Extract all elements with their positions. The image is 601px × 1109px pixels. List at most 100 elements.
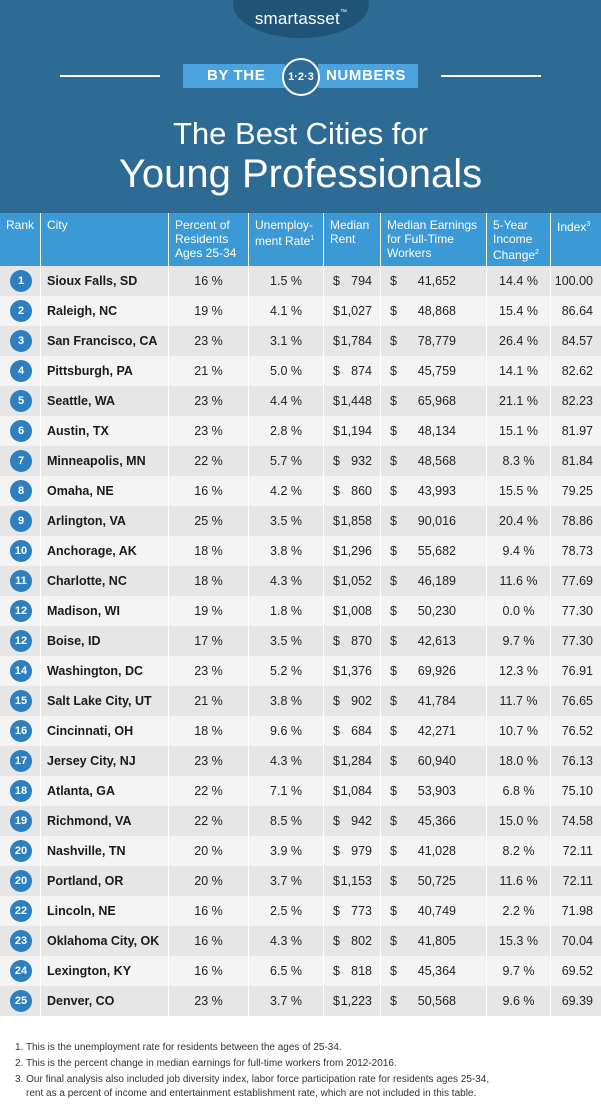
earnings-value: 40,749 [417, 904, 456, 918]
earnings-cell: $78,779 [380, 326, 486, 356]
column-header: Unemploy-ment Rate1 [248, 213, 323, 266]
earnings-cell: $46,189 [380, 566, 486, 596]
rent-cell: $1,194 [323, 416, 380, 446]
index-cell: 75.10 [550, 776, 601, 806]
earnings-value: 53,903 [417, 784, 456, 798]
earnings-value: 55,682 [417, 544, 456, 558]
rank-cell: 22 [0, 896, 40, 926]
currency-symbol: $ [390, 454, 397, 468]
percent-young-cell: 20 % [168, 836, 248, 866]
currency-symbol: $ [333, 844, 340, 858]
percent-young-cell: 22 % [168, 776, 248, 806]
percent-young-cell: 16 % [168, 956, 248, 986]
rank-cell: 24 [0, 956, 40, 986]
footnote-line: 3. Our final analysis also included job … [15, 1074, 595, 1086]
rank-cell: 14 [0, 656, 40, 686]
earnings-cell: $50,230 [380, 596, 486, 626]
rent-value: 860 [351, 484, 372, 498]
earnings-cell: $45,366 [380, 806, 486, 836]
table-header: Rank City Percent of Residents Ages 25-34 U… [0, 213, 601, 266]
unemployment-cell: 4.1 % [248, 296, 323, 326]
currency-symbol: $ [390, 754, 397, 768]
percent-young-cell: 23 % [168, 986, 248, 1016]
table-row: 1 Sioux Falls, SD 16 % 1.5 % $794 $41,652 14.4… [0, 266, 601, 296]
rent-value: 802 [351, 934, 372, 948]
table-row: 4 Pittsburgh, PA 21 % 5.0 % $874 $45,759 14.1 … [0, 356, 601, 386]
rent-cell: $1,284 [323, 746, 380, 776]
rank-badge: 22 [10, 900, 32, 922]
column-header: Median Rent [323, 213, 380, 266]
rent-cell: $1,858 [323, 506, 380, 536]
rent-value: 1,376 [340, 664, 372, 678]
rank-cell: 5 [0, 386, 40, 416]
footnote-line: 1. This is the unemployment rate for res… [15, 1042, 595, 1054]
rank-cell: 17 [0, 746, 40, 776]
income-change-cell: 15.5 % [486, 476, 550, 506]
percent-young-cell: 22 % [168, 446, 248, 476]
rank-badge: 4 [10, 360, 32, 382]
earnings-cell: $48,568 [380, 446, 486, 476]
income-change-cell: 6.8 % [486, 776, 550, 806]
rank-cell: 12 [0, 596, 40, 626]
currency-symbol: $ [390, 994, 397, 1008]
unemployment-cell: 6.5 % [248, 956, 323, 986]
percent-young-cell: 18 % [168, 566, 248, 596]
currency-symbol: $ [333, 814, 340, 828]
footnote-text: This is the percent change in median ear… [25, 1058, 397, 1069]
rent-cell: $1,376 [323, 656, 380, 686]
table-row: 14 Washington, DC 23 % 5.2 % $1,376 $69,926 12… [0, 656, 601, 686]
unemployment-cell: 4.2 % [248, 476, 323, 506]
city-cell: Seattle, WA [40, 386, 168, 416]
rent-cell: $794 [323, 266, 380, 296]
income-change-cell: 9.4 % [486, 536, 550, 566]
rent-cell: $874 [323, 356, 380, 386]
rank-badge: 18 [10, 780, 32, 802]
index-cell: 77.69 [550, 566, 601, 596]
table-row: 23 Oklahoma City, OK 16 % 4.3 % $802 $41,805 1… [0, 926, 601, 956]
rank-badge: 20 [10, 870, 32, 892]
rent-cell: $818 [323, 956, 380, 986]
rent-value: 684 [351, 724, 372, 738]
footnote-number: 1. [15, 1042, 26, 1053]
city-cell: Arlington, VA [40, 506, 168, 536]
currency-symbol: $ [333, 484, 340, 498]
rent-cell: $1,784 [323, 326, 380, 356]
city-cell: Lexington, KY [40, 956, 168, 986]
rank-badge: 23 [10, 930, 32, 952]
divider-right [441, 75, 541, 77]
rent-value: 1,153 [340, 874, 372, 888]
earnings-value: 45,759 [417, 364, 456, 378]
index-cell: 82.23 [550, 386, 601, 416]
unemployment-cell: 3.7 % [248, 866, 323, 896]
index-cell: 84.57 [550, 326, 601, 356]
column-header-label: Percent of Residents Ages 25-34 [175, 218, 237, 260]
income-change-cell: 9.6 % [486, 986, 550, 1016]
footnote-marker: 3 [586, 221, 591, 228]
rank-badge: 9 [10, 510, 32, 532]
income-change-cell: 11.6 % [486, 866, 550, 896]
rent-value: 1,223 [340, 994, 372, 1008]
earnings-value: 48,868 [417, 304, 456, 318]
earnings-cell: $41,784 [380, 686, 486, 716]
earnings-value: 41,652 [417, 274, 456, 288]
rank-cell: 4 [0, 356, 40, 386]
footnote-number: 3. [15, 1074, 27, 1085]
index-cell: 72.11 [550, 836, 601, 866]
city-cell: Washington, DC [40, 656, 168, 686]
rank-badge: 3 [10, 330, 32, 352]
rent-value: 1,052 [340, 574, 372, 588]
table-row: 25 Denver, CO 23 % 3.7 % $1,223 $50,568 9.6 % 6… [0, 986, 601, 1016]
city-cell: Atlanta, GA [40, 776, 168, 806]
numbers-badge: 1·2·3 [282, 58, 320, 96]
divider-left [60, 75, 160, 77]
income-change-cell: 9.7 % [486, 956, 550, 986]
header: smartasset™ BY THE NUMBERS 1·2·3 The Bes… [0, 0, 601, 213]
currency-symbol: $ [390, 484, 397, 498]
column-header-label: Median Rent [330, 218, 370, 246]
city-cell: Lincoln, NE [40, 896, 168, 926]
table-row: 20 Nashville, TN 20 % 3.9 % $979 $41,028 8.2 %… [0, 836, 601, 866]
rent-value: 1,296 [340, 544, 372, 558]
percent-young-cell: 16 % [168, 476, 248, 506]
percent-young-cell: 23 % [168, 656, 248, 686]
